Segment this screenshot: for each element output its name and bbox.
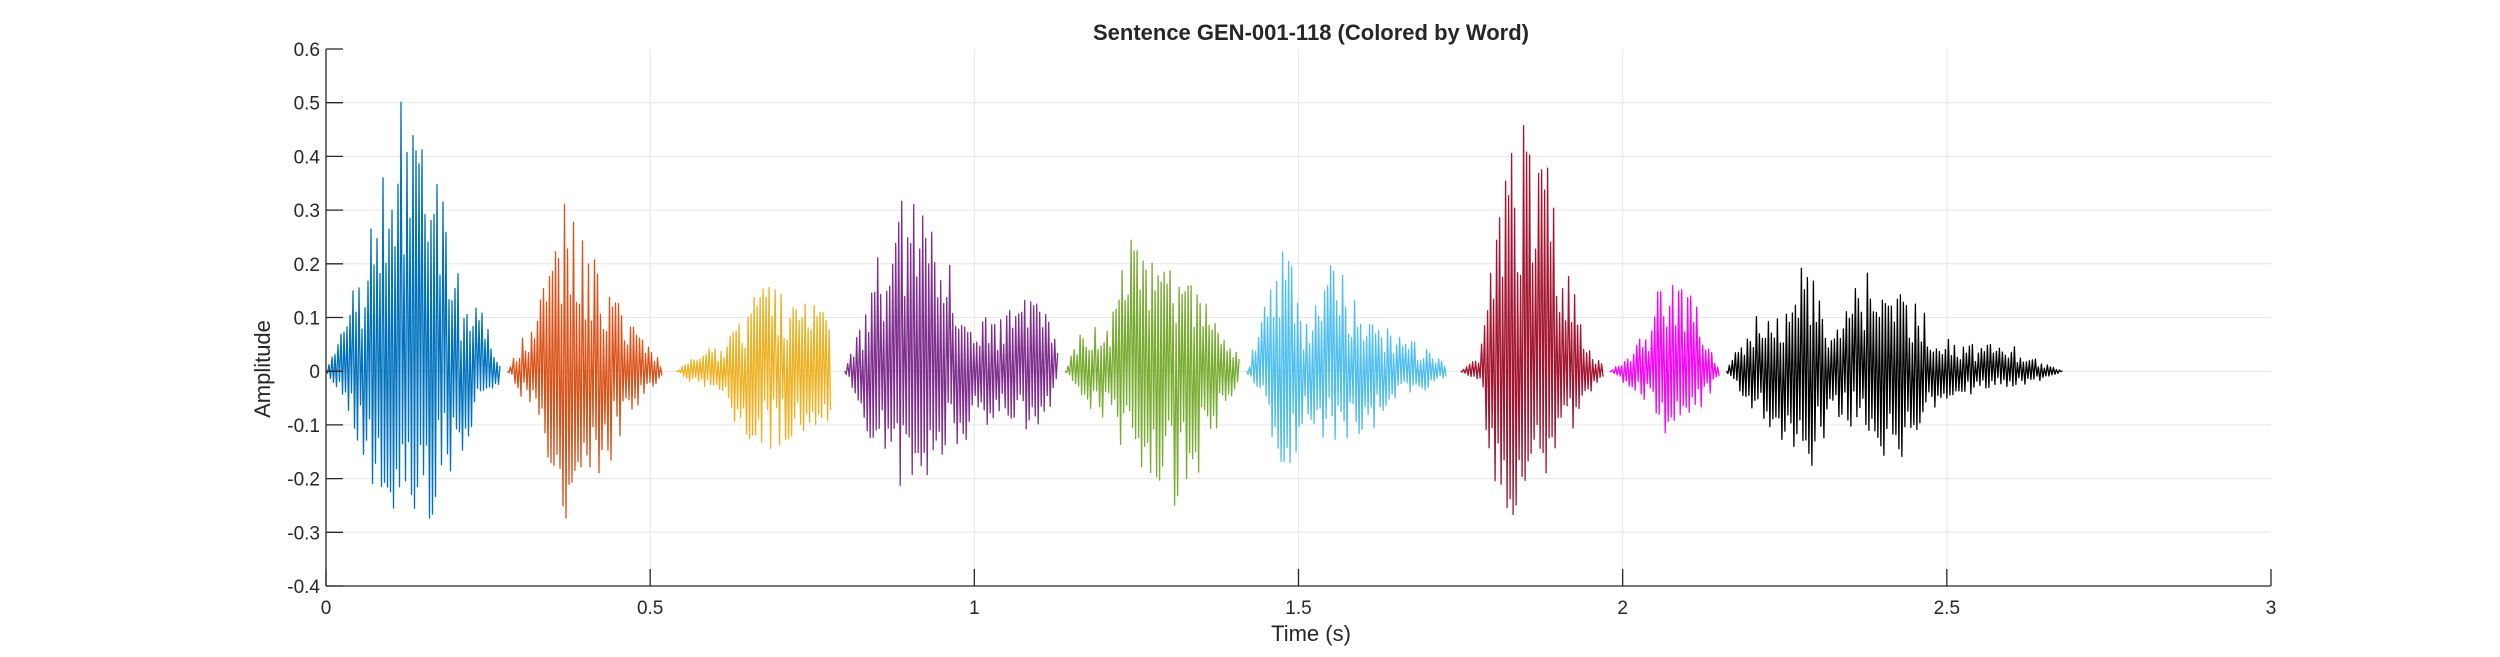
x-tick-label: 0.5 xyxy=(637,598,663,619)
x-tick-label: 0 xyxy=(321,598,332,619)
y-tick-label: 0.2 xyxy=(294,255,320,276)
waveform-line xyxy=(1609,284,1720,434)
x-axis-label: Time (s) xyxy=(1271,621,1351,646)
waveform-line xyxy=(844,200,1059,487)
y-axis-label: Amplitude xyxy=(250,320,275,418)
word-waveform-9 xyxy=(1725,267,2063,466)
y-tick-label: 0.1 xyxy=(294,309,320,330)
y-tick-label: -0.3 xyxy=(287,523,320,544)
waveform-line xyxy=(507,204,663,519)
y-tick-label: -0.1 xyxy=(287,416,320,437)
y-tick-label: 0.4 xyxy=(294,147,321,168)
waveform-line xyxy=(1460,124,1604,516)
y-tick-label: 0.5 xyxy=(294,94,320,115)
y-tick-label: -0.2 xyxy=(287,470,320,491)
y-tick-label: 0.6 xyxy=(294,40,320,61)
grid-lines xyxy=(326,49,2271,586)
waveform-line xyxy=(1246,251,1447,464)
x-tick-label: 2 xyxy=(1617,598,1628,619)
word-waveform-8 xyxy=(1609,284,1720,434)
chart-title: Sentence GEN-001-118 (Colored by Word) xyxy=(1093,20,1529,45)
waveform-series xyxy=(325,101,2063,519)
x-axis-ticks: 0 0.5 1 1.5 2 2.5 3 xyxy=(321,569,2277,619)
y-tick-label: -0.4 xyxy=(287,577,320,598)
word-waveform-7 xyxy=(1460,124,1604,516)
waveform-line xyxy=(675,286,832,449)
x-tick-label: 1.5 xyxy=(1285,598,1311,619)
waveform-line xyxy=(1064,239,1240,506)
y-tick-label: 0.3 xyxy=(294,201,320,222)
word-waveform-3 xyxy=(675,286,832,449)
word-waveform-4 xyxy=(844,200,1059,487)
word-waveform-1 xyxy=(325,101,501,519)
x-tick-label: 1 xyxy=(969,598,980,619)
y-tick-label: 0 xyxy=(309,362,320,383)
waveform-line xyxy=(1725,267,2063,466)
word-waveform-6 xyxy=(1246,251,1447,464)
word-waveform-2 xyxy=(507,204,663,519)
y-axis-ticks: -0.4 -0.3 -0.2 -0.1 0 0.1 0.2 0.3 0.4 0.5 0.6 xyxy=(287,40,343,598)
waveform-line xyxy=(325,101,501,519)
word-waveform-5 xyxy=(1064,239,1240,506)
x-tick-label: 2.5 xyxy=(1934,598,1960,619)
x-tick-label: 3 xyxy=(2266,598,2277,619)
